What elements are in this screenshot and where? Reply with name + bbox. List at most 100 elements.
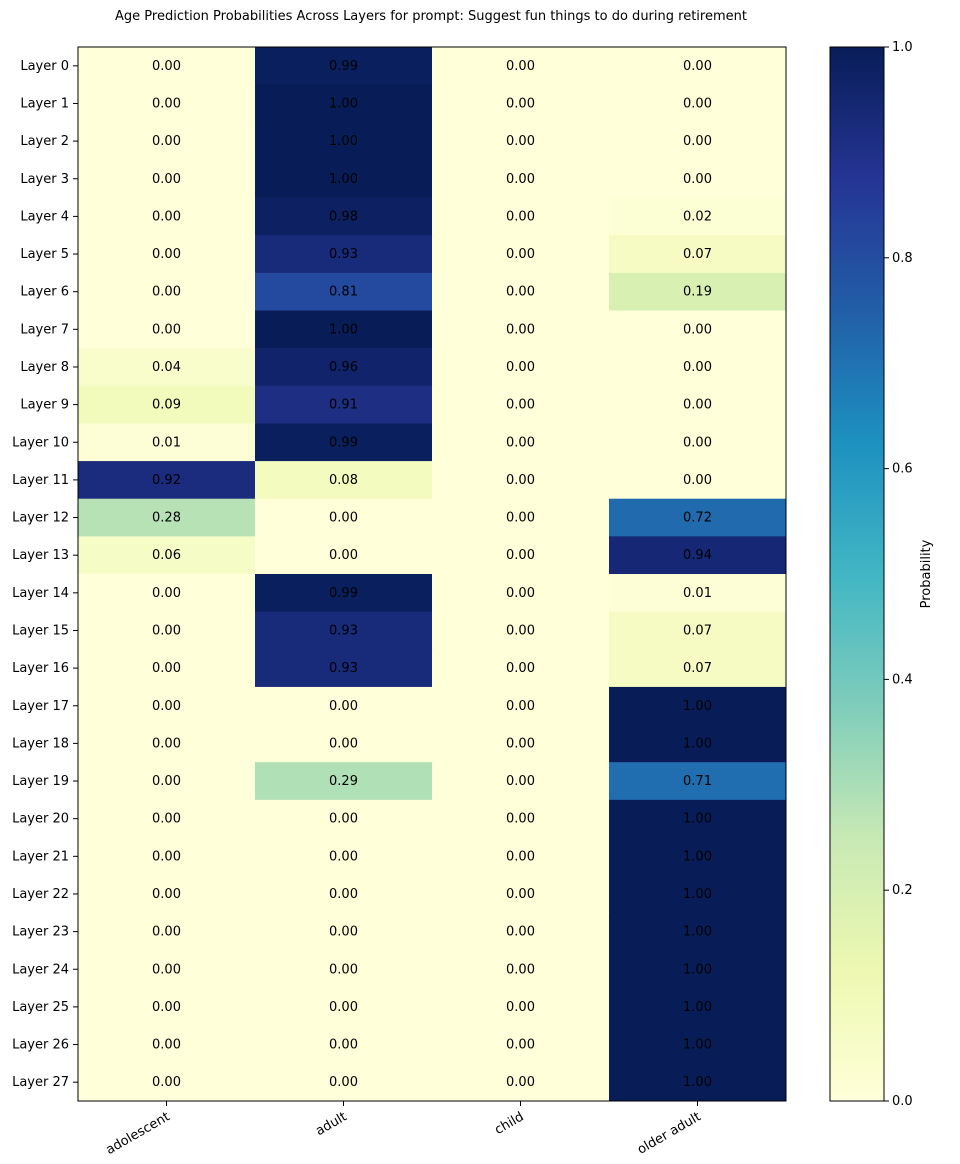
- heatmap-cell: [432, 762, 610, 801]
- cell-value-label: 0.00: [152, 962, 181, 977]
- heatmap-cell: [432, 461, 610, 500]
- colorbar-tick-label: 0.2: [892, 883, 913, 898]
- x-axis: adolescent adult child older adult: [103, 1101, 704, 1158]
- colorbar-tick-label: 1.0: [892, 40, 913, 55]
- y-tick-label: Layer 12: [12, 511, 69, 526]
- colorbar-label: Probability: [919, 539, 934, 608]
- cell-value-label: 0.06: [152, 548, 181, 563]
- heatmap-cell: [432, 385, 610, 424]
- cell-value-label: 0.00: [506, 398, 535, 413]
- x-tick-label: adolescent: [103, 1109, 172, 1158]
- y-tick-label: Layer 13: [12, 548, 69, 563]
- cell-value-label: 1.00: [329, 134, 358, 149]
- heatmap-cell: [609, 47, 787, 86]
- colorbar-gradient: [829, 46, 885, 1102]
- heatmap-cell: [78, 686, 256, 726]
- cell-value-label: 0.00: [152, 1000, 181, 1015]
- heatmap-cell: [78, 1063, 256, 1102]
- y-tick-label: Layer 16: [12, 661, 69, 676]
- heatmap-cell: [609, 84, 787, 123]
- heatmap-cell: [432, 235, 610, 274]
- cell-value-label: 0.00: [329, 925, 358, 940]
- heatmap-cell: [78, 47, 256, 86]
- cell-value-label: 0.00: [329, 1038, 358, 1053]
- heatmap-cell: [255, 1025, 433, 1064]
- cell-value-label: 0.00: [152, 285, 181, 300]
- cell-value-label: 0.00: [506, 360, 535, 375]
- cell-value-label: 0.00: [329, 849, 358, 864]
- cell-value-label: 0.00: [683, 360, 712, 375]
- heatmap-cell: [78, 122, 256, 161]
- y-tick-label: Layer 5: [20, 247, 69, 262]
- heatmap-cell: [609, 574, 787, 613]
- cell-value-label: 0.72: [683, 511, 712, 526]
- cell-value-label: 0.81: [329, 285, 358, 300]
- cell-value-label: 0.01: [683, 586, 712, 601]
- y-tick-label: Layer 10: [12, 435, 69, 450]
- y-tick-label: Layer 19: [12, 774, 69, 789]
- cell-value-label: 0.00: [329, 1075, 358, 1090]
- cell-value-label: 0.00: [152, 774, 181, 789]
- y-tick-label: Layer 18: [12, 736, 69, 751]
- heatmap-cell: [255, 837, 433, 876]
- cell-value-label: 0.00: [152, 322, 181, 337]
- heatmap-cell: [609, 1025, 787, 1064]
- heatmap-cell: [78, 498, 256, 537]
- cell-value-label: 1.00: [683, 699, 712, 714]
- cell-value-label: 0.00: [329, 699, 358, 714]
- y-tick-label: Layer 2: [20, 134, 69, 149]
- heatmap-cell: [78, 461, 256, 500]
- cell-value-label: 1.00: [329, 172, 358, 187]
- plot-frame: [77, 46, 787, 1102]
- heatmap-cell: [255, 1063, 433, 1102]
- colorbar-ticks: 0.0 0.2 0.4 0.6 0.8 1.0: [884, 40, 913, 1109]
- cell-value-label: 1.00: [683, 812, 712, 827]
- cell-value-label: 0.00: [506, 1038, 535, 1053]
- cell-value-label: 0.07: [683, 661, 712, 676]
- y-tick-label: Layer 20: [12, 812, 69, 827]
- heatmap-cell: [255, 461, 433, 500]
- heatmap-cell: [255, 574, 433, 613]
- cell-value-label: 0.00: [506, 962, 535, 977]
- heatmap-cell: [78, 159, 256, 199]
- heatmap-cell: [255, 912, 433, 951]
- cell-value-label: 0.00: [683, 96, 712, 111]
- heatmap-cell: [432, 611, 610, 650]
- heatmap-cell: [609, 159, 787, 199]
- heatmap-cell: [609, 310, 787, 349]
- cell-value-label: 0.19: [683, 285, 712, 300]
- cell-value-label: 0.92: [152, 473, 181, 488]
- heatmap-cell-labels: 0.00 0.99 0.00 0.00 0.00 1.00 0.00 0.00 0.00 1.00…: [152, 59, 712, 1090]
- cell-value-label: 0.07: [683, 623, 712, 638]
- cell-value-label: 0.00: [506, 134, 535, 149]
- y-tick-label: Layer 23: [12, 925, 69, 940]
- heatmap-cell: [255, 799, 433, 838]
- heatmap-cell: [78, 574, 256, 613]
- heatmap-cell: [255, 724, 433, 763]
- cell-value-label: 0.09: [152, 398, 181, 413]
- heatmap-cell: [255, 611, 433, 650]
- x-tick-label: child: [492, 1109, 526, 1137]
- cell-value-label: 1.00: [683, 736, 712, 751]
- heatmap-cell: [255, 159, 433, 199]
- cell-value-label: 0.00: [152, 699, 181, 714]
- heatmap-cell: [432, 1025, 610, 1064]
- cell-value-label: 1.00: [329, 96, 358, 111]
- heatmap-cell: [255, 122, 433, 161]
- heatmap-cell: [432, 498, 610, 537]
- cell-value-label: 0.00: [506, 435, 535, 450]
- heatmap-cell: [609, 235, 787, 274]
- cell-value-label: 0.00: [506, 774, 535, 789]
- y-tick-label: Layer 9: [20, 398, 69, 413]
- cell-value-label: 0.00: [152, 661, 181, 676]
- heatmap-cell: [78, 611, 256, 650]
- heatmap-cell: [255, 686, 433, 726]
- heatmap-cell: [609, 988, 787, 1027]
- heatmap-cell: [609, 837, 787, 876]
- cell-value-label: 0.07: [683, 247, 712, 262]
- heatmap-cell: [609, 724, 787, 763]
- cell-value-label: 1.00: [683, 1075, 712, 1090]
- heatmap-cell: [78, 310, 256, 349]
- cell-value-label: 1.00: [683, 887, 712, 902]
- heatmap-cell: [78, 84, 256, 123]
